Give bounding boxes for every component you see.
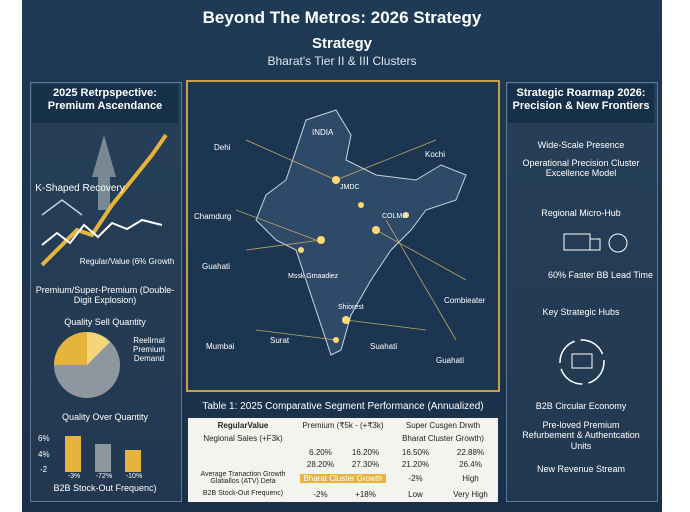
bar-ytick: 6% [38, 434, 50, 443]
map-label: Guahati [436, 356, 465, 365]
bar-xlabel: -10% [125, 473, 143, 480]
cell: 16.50% [401, 448, 430, 457]
bar-ytick: -2 [40, 465, 48, 474]
header-cell: RegularValue [217, 421, 269, 430]
cell: 22.88% [456, 448, 485, 457]
k-label: K-Shaped Recovery [35, 183, 125, 194]
cell: Negional Sales (+F3k) [203, 434, 283, 443]
subtitle: Bharat's Tier II & III Clusters [267, 54, 417, 68]
cell: -2% [313, 490, 328, 499]
map-label: Mumbai [206, 342, 235, 351]
map-label: Guahati [202, 262, 231, 271]
bar-xlabel: -3% [67, 473, 81, 480]
table: RegularValue Premium (₹5k - (+₹3k) Super… [188, 418, 498, 502]
cell: +18% [355, 490, 376, 499]
map-label: Mssk Gmaadiez [288, 273, 339, 280]
left-heading: 2025 Retrpspective: Premium Ascendance [32, 84, 178, 123]
map-label: Surat [270, 336, 290, 345]
table-caption: Table 1: 2025 Comparative Segment Perfor… [202, 401, 484, 412]
circular: B2B Circular Economy [535, 401, 627, 411]
hubs: Key Strategic Hubs [542, 307, 620, 317]
presence: Wide-Scale Presence [537, 140, 625, 150]
cell: High [462, 474, 479, 483]
title-2: Strategy [311, 35, 373, 52]
pie [54, 332, 120, 398]
cycle-icon [559, 339, 605, 385]
cell: Bharat Cluster Growth) [402, 434, 484, 443]
premium-title: Premium/Super-Premium (Double-Digit Expl… [35, 285, 175, 306]
k-chart [40, 133, 168, 267]
microhub: Regional Micro-Hub [541, 208, 621, 218]
cell: B2B Stock-Out Frequenc) [202, 490, 284, 497]
bars [65, 436, 141, 472]
header-cell: Premium (₹5k - (+₹3k) [302, 421, 384, 430]
map-label: Shiorest [338, 304, 364, 311]
right-panel [506, 82, 658, 502]
cell: -2% [408, 474, 423, 483]
header-cell: Super Cusgen Drwth [405, 421, 481, 430]
lead-time: 60% Faster BB Lead Time [548, 270, 654, 280]
map-label: Chamdurg [194, 212, 232, 221]
cell: Average Tranaction Growth Glatiallos (AT… [200, 471, 286, 485]
cell: 27.30% [351, 460, 380, 469]
title: Beyond The Metros: 2026 Strategy [202, 8, 482, 27]
k-sub: Regular/Value (6% Growth [79, 257, 175, 266]
map-label: JMDC [340, 184, 360, 191]
infographic: Beyond The Metros: 2026 Strategy Strateg… [22, 0, 662, 512]
precision: Operational Precision Cluster Excellence… [522, 158, 640, 179]
pie-label: Reelirnal Premium Demand [132, 336, 165, 364]
truck-icon [563, 233, 628, 253]
cell: Bharat Cluster Growth [300, 474, 386, 483]
map-label: Suahati [370, 342, 398, 351]
cell: Very High [453, 490, 488, 499]
map-label: Combieater [444, 296, 486, 305]
cell: 26.4% [459, 460, 482, 469]
cell: 21.20% [401, 460, 430, 469]
map-label: INDIA [312, 128, 334, 137]
cell: Low [408, 490, 423, 499]
revenue: New Revenue Stream [536, 464, 626, 474]
bar-xlabel: -72% [95, 473, 113, 480]
right-heading: Strategic Roarmap 2026: Precision & New … [508, 84, 654, 123]
bar-title: B2B Stock-Out Frequenc) [53, 483, 157, 493]
cell: 28.20% [306, 460, 335, 469]
map-label: Kochi [425, 150, 446, 159]
bar-ytick: 4% [38, 450, 50, 459]
quality-over: Quality Over Quantity [61, 412, 149, 422]
map-label: Dehi [214, 143, 231, 152]
map [186, 80, 500, 392]
quality-label: Quality Sell Quantity [64, 317, 146, 327]
cell: 16.20% [351, 448, 380, 457]
preloved: Pre-loved Premium Refurbement & Authentc… [522, 420, 640, 451]
cell: 6.20% [309, 448, 332, 457]
map-label: COLMG [382, 213, 408, 220]
